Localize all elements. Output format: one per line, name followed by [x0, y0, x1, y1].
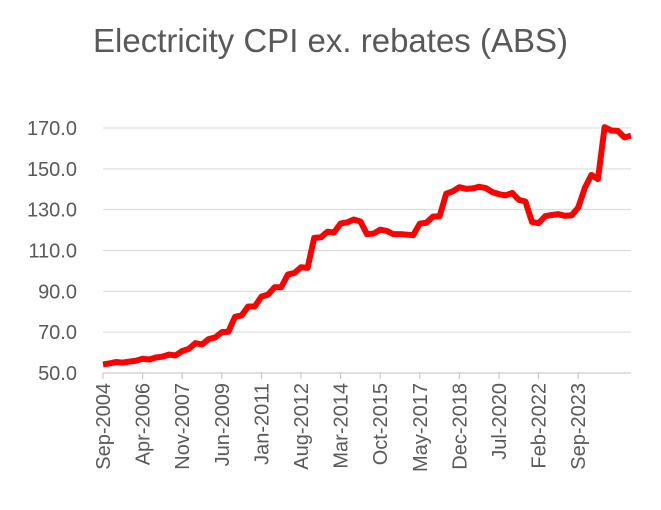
series-line [102, 124, 632, 368]
chart-title: Electricity CPI ex. rebates (ABS) [93, 22, 568, 59]
x-tick-label: Nov-2007 [172, 383, 194, 470]
x-tick-label: Jun-2009 [212, 383, 234, 466]
x-tick-label: Aug-2012 [291, 383, 313, 470]
y-tick-label: 70.0 [38, 322, 77, 344]
x-tick-label: Oct-2015 [370, 383, 392, 465]
y-tick-label: 90.0 [38, 281, 77, 303]
x-tick-label: Dec-2018 [449, 383, 471, 470]
y-tick-label: 170.0 [27, 118, 77, 140]
y-tick-label: 110.0 [28, 241, 77, 263]
x-tick-label: Jan-2011 [251, 383, 273, 465]
x-tick-label: Mar-2014 [331, 383, 353, 469]
y-tick-label: 50.0 [38, 363, 77, 385]
x-tick-label: Apr-2006 [133, 383, 155, 465]
x-tick-label: Sep-2023 [568, 383, 590, 470]
x-tick-label: Sep-2004 [93, 383, 115, 470]
x-tick-label: Feb-2022 [529, 383, 551, 469]
x-tick-label: May-2017 [410, 383, 432, 472]
y-tick-label: 130.0 [27, 200, 77, 222]
y-tick-label: 150.0 [27, 159, 77, 181]
x-tick-label: Jul-2020 [489, 383, 511, 460]
